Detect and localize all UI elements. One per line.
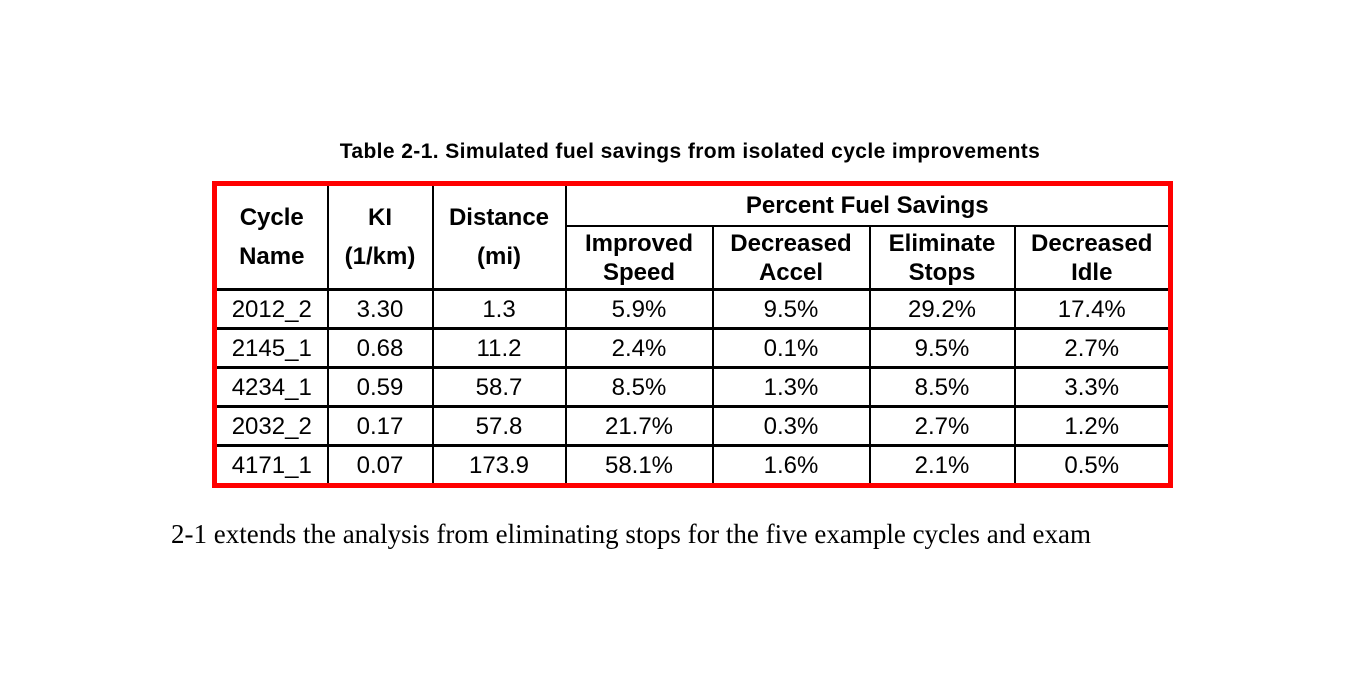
cell-improved-speed: 5.9% (564, 288, 714, 330)
cell-distance: 1.3 (431, 288, 567, 330)
cell-decreased-idle: 3.3% (1013, 366, 1172, 408)
cell-eliminate-stops: 2.1% (868, 444, 1016, 487)
cell-eliminate-stops: 2.7% (868, 405, 1016, 447)
cell-ki: 3.30 (326, 288, 434, 330)
cell-ki: 0.17 (326, 405, 434, 447)
cell-decreased-accel: 1.3% (711, 366, 871, 408)
cell-cycle-name: 2032_2 (213, 405, 329, 447)
cell-decreased-accel: 1.6% (711, 444, 871, 487)
table-row: 2012_2 3.30 1.3 5.9% 9.5% 29.2% 17.4% (213, 288, 1172, 330)
cell-improved-speed: 21.7% (564, 405, 714, 447)
cell-cycle-name: 2012_2 (213, 288, 329, 330)
col-header-distance: Distance (mi) (431, 182, 567, 291)
table-header-row-group: Cycle Name KI (1/km) Distance (mi) Perce… (213, 182, 1172, 291)
table-row: 2032_2 0.17 57.8 21.7% 0.3% 2.7% 1.2% (213, 405, 1172, 447)
cell-decreased-idle: 1.2% (1013, 405, 1172, 447)
col-header-decreased-accel: Decreased Accel (711, 225, 871, 291)
cell-distance: 11.2 (431, 327, 567, 369)
table-header: Cycle Name KI (1/km) Distance (mi) Perce… (213, 182, 1172, 291)
cell-cycle-name: 2145_1 (213, 327, 329, 369)
table-header-row-sub: Improved Speed Decreased Accel Eliminate… (215, 225, 1172, 291)
col-group-header-percent-fuel-savings: Percent Fuel Savings (564, 182, 1172, 227)
cell-decreased-accel: 0.1% (711, 327, 871, 369)
cell-ki: 0.68 (326, 327, 434, 369)
col-header-cycle-name: Cycle Name (213, 182, 329, 291)
col-header-decreased-idle: Decreased Idle (1013, 225, 1172, 291)
col-header-eliminate-stops: Eliminate Stops (868, 225, 1016, 291)
cell-eliminate-stops: 8.5% (868, 366, 1016, 408)
cell-improved-speed: 58.1% (564, 444, 714, 487)
cell-eliminate-stops: 29.2% (868, 288, 1016, 330)
cell-distance: 58.7 (431, 366, 567, 408)
fuel-savings-table: Cycle Name KI (1/km) Distance (mi) Perce… (212, 181, 1173, 488)
cell-decreased-idle: 17.4% (1013, 288, 1172, 330)
cell-ki: 0.59 (326, 366, 434, 408)
table-row: 4171_1 0.07 173.9 58.1% 1.6% 2.1% 0.5% (213, 444, 1172, 487)
cell-decreased-accel: 0.3% (711, 405, 871, 447)
table-body: 2012_2 3.30 1.3 5.9% 9.5% 29.2% 17.4% 21… (213, 288, 1172, 487)
table-row: 2145_1 0.68 11.2 2.4% 0.1% 9.5% 2.7% (213, 327, 1172, 369)
cell-improved-speed: 2.4% (564, 327, 714, 369)
cell-eliminate-stops: 9.5% (868, 327, 1016, 369)
cell-decreased-accel: 9.5% (711, 288, 871, 330)
cell-decreased-idle: 0.5% (1013, 444, 1172, 487)
col-header-ki: KI (1/km) (326, 182, 434, 291)
table-caption: Table 2-1. Simulated fuel savings from i… (339, 140, 1041, 163)
cell-distance: 173.9 (431, 444, 567, 487)
cell-ki: 0.07 (326, 444, 434, 487)
cell-improved-speed: 8.5% (564, 366, 714, 408)
cell-cycle-name: 4171_1 (213, 444, 329, 487)
body-paragraph: 2-1 extends the analysis from eliminatin… (171, 519, 1091, 549)
table-row: 4234_1 0.59 58.7 8.5% 1.3% 8.5% 3.3% (213, 366, 1172, 408)
cell-decreased-idle: 2.7% (1013, 327, 1172, 369)
col-header-improved-speed: Improved Speed (564, 225, 714, 291)
cell-distance: 57.8 (431, 405, 567, 447)
cell-cycle-name: 4234_1 (213, 366, 329, 408)
